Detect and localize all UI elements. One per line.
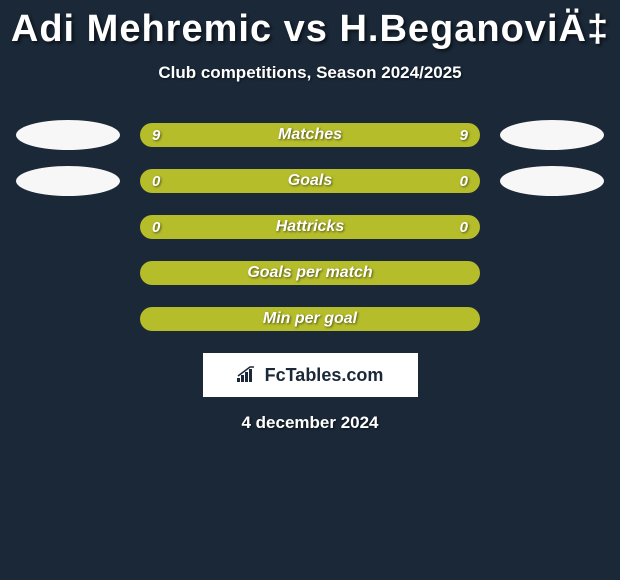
right-ellipse [500, 120, 604, 150]
stat-left-value: 0 [152, 173, 160, 190]
left-ellipse [16, 166, 120, 196]
stat-row: 0 Goals 0 [0, 169, 620, 193]
left-ellipse [16, 120, 120, 150]
chart-icon [237, 366, 259, 384]
stat-bar: Min per goal [140, 307, 480, 331]
subtitle: Club competitions, Season 2024/2025 [0, 63, 620, 83]
stat-label: Goals [288, 172, 332, 190]
stat-right-value: 0 [460, 219, 468, 236]
stat-label: Matches [278, 126, 342, 144]
stat-row: Goals per match [0, 261, 620, 285]
logo-label: FcTables.com [265, 365, 384, 386]
stat-left-value: 0 [152, 219, 160, 236]
stat-label: Goals per match [247, 264, 372, 282]
right-ellipse [500, 166, 604, 196]
stat-bar: 0 Hattricks 0 [140, 215, 480, 239]
stat-right-value: 0 [460, 173, 468, 190]
stat-bar: 9 Matches 9 [140, 123, 480, 147]
logo-text: FcTables.com [237, 365, 384, 386]
stat-bar: Goals per match [140, 261, 480, 285]
stat-label: Hattricks [276, 218, 344, 236]
page-title: Adi Mehremic vs H.BeganoviÄ‡ [0, 0, 620, 51]
date: 4 december 2024 [0, 413, 620, 433]
stat-row: 0 Hattricks 0 [0, 215, 620, 239]
stat-row: Min per goal [0, 307, 620, 331]
stat-label: Min per goal [263, 310, 357, 328]
stat-right-value: 9 [460, 127, 468, 144]
stats-container: 9 Matches 9 0 Goals 0 0 Hattricks 0 Goal… [0, 123, 620, 331]
logo-box[interactable]: FcTables.com [203, 353, 418, 397]
stat-left-value: 9 [152, 127, 160, 144]
stat-bar: 0 Goals 0 [140, 169, 480, 193]
stat-row: 9 Matches 9 [0, 123, 620, 147]
